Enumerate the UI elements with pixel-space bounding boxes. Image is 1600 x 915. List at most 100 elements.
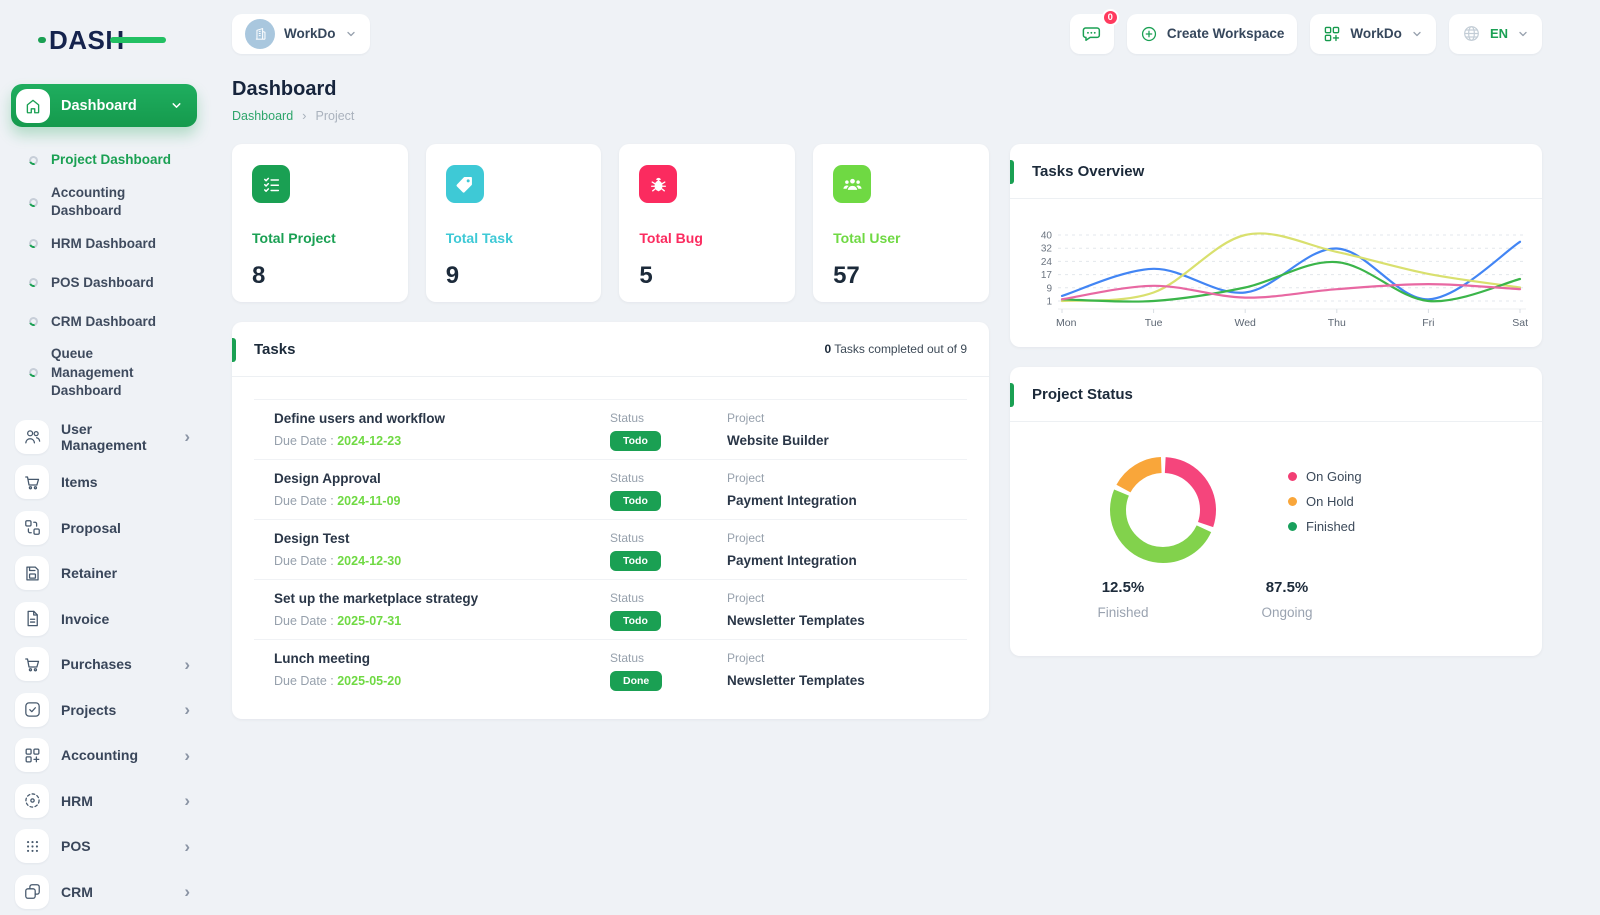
sidebar-item-proposal[interactable]: Proposal [0,505,208,551]
crm-icon [15,874,49,909]
progress-ring-icon [27,154,40,167]
task-row: Define users and workflow Due Date : 2024… [254,399,967,459]
stat-value: 8 [252,262,266,289]
sidebar-subitem-project-dashboard[interactable]: Project Dashboard [0,141,208,180]
stat-value: 57 [833,262,860,289]
app-logo[interactable]: DASH [38,18,208,62]
create-workspace-label: Create Workspace [1166,26,1285,41]
legend-dot [1288,522,1297,531]
svg-text:Fri: Fri [1422,317,1434,329]
project-name: Website Builder [727,433,829,448]
sidebar-item-retainer[interactable]: Retainer [0,551,208,597]
apps-dropdown[interactable]: WorkDo [1310,13,1436,54]
due-date-value: 2025-07-31 [337,614,402,628]
sidebar-subitem-label: Queue Management Dashboard [51,346,134,398]
project-column-label: Project [727,591,765,605]
sidebar-item-purchases[interactable]: Purchases › [0,642,208,688]
due-prefix: Due Date : [274,674,338,688]
sidebar-item-user-management[interactable]: User Management › [0,414,208,460]
user-management-icon [15,419,49,454]
svg-text:Tue: Tue [1145,317,1163,329]
svg-text:Mon: Mon [1056,317,1077,329]
tasks-card-header: Tasks 0 Tasks completed out of 9 [232,322,989,377]
workspace-switcher[interactable]: WorkDo [232,13,370,54]
topbar: WorkDo 0 Create Workspace [232,0,1542,58]
chevron-right-icon: › [184,427,190,447]
bug-icon [639,165,678,203]
sidebar-item-hrm[interactable]: HRM › [0,778,208,824]
series-yellow [1060,232,1522,303]
users-group-icon [833,165,872,203]
card-accent-bar [1010,160,1014,184]
language-dropdown[interactable]: EN [1448,13,1542,54]
project-status-card: Project Status On Going On Hold Finished 1… [1010,367,1542,656]
page-header: Dashboard Dashboard › Project [232,78,1542,123]
project-name: Newsletter Templates [727,673,865,688]
tasks-card: Tasks 0 Tasks completed out of 9 Define … [232,322,989,719]
sidebar-item-projects[interactable]: Projects › [0,687,208,733]
sidebar-item-dashboard[interactable]: Dashboard [11,84,197,127]
tasks-summary-count: 0 [824,342,832,356]
sidebar-subitem-accounting-dashboard[interactable]: Accounting Dashboard [0,180,208,224]
language-label: EN [1489,26,1508,41]
overview-card-title: Tasks Overview [1032,162,1145,180]
status-badge[interactable]: Todo [610,491,661,511]
sidebar-menu: User Management › Items Proposal Retainer Inv… [0,408,208,915]
series-pink [1060,282,1522,301]
chevron-right-icon: › [184,654,190,674]
task-title: Design Test [274,531,350,546]
sidebar-item-invoice[interactable]: Invoice [0,596,208,642]
home-icon [16,88,50,123]
task-project-cell: Project Payment Integration [727,471,967,519]
invoice-icon [15,601,49,636]
sidebar-subitem-hrm-dashboard[interactable]: HRM Dashboard [0,224,208,263]
tag-icon [445,165,484,203]
project-column-label: Project [727,471,765,485]
status-column-label: Status [610,651,645,665]
stat-card-total-project: Total Project 8 [232,144,408,302]
sidebar-subitem-label: Accounting Dashboard [51,185,126,219]
donut-stat-value: 12.5% [1101,579,1145,596]
items-icon [15,465,49,500]
due-date-value: 2024-12-23 [337,434,402,448]
task-list: Define users and workflow Due Date : 2024… [254,399,967,699]
sidebar-item-label: Projects [61,701,117,718]
status-badge[interactable]: Todo [610,551,661,571]
create-workspace-button[interactable]: Create Workspace [1126,13,1298,54]
chevron-right-icon: › [184,882,190,902]
breadcrumb-home-link[interactable]: Dashboard [232,108,294,123]
status-badge[interactable]: Todo [610,431,661,451]
sidebar-item-accounting[interactable]: Accounting › [0,733,208,779]
tasks-summary-text: Tasks completed out of 9 [831,342,967,356]
overview-card-header: Tasks Overview [1010,144,1542,199]
stat-card-total-bug: Total Bug 5 [619,144,796,302]
task-name-cell: Design Test Due Date : 2024-12-30 [254,531,610,579]
sidebar-item-crm[interactable]: CRM › [0,869,208,915]
sidebar-item-items[interactable]: Items [0,460,208,506]
sidebar-subitem-queue-management-dashboard[interactable]: Queue Management Dashboard [0,341,208,404]
projects-icon [15,692,49,727]
status-badge[interactable]: Todo [610,611,661,631]
donut-stat-finished: 12.5% Finished [1068,579,1178,620]
task-title: Design Approval [274,471,381,486]
dashboard-submenu: Project Dashboard Accounting Dashboard HRM… [0,133,208,408]
series-green [1060,260,1522,303]
sidebar-subitem-pos-dashboard[interactable]: POS Dashboard [0,263,208,302]
messages-button[interactable]: 0 [1069,8,1119,54]
status-badge[interactable]: Done [610,671,663,691]
dash-logo-graphic: DASH [38,25,166,55]
sidebar-item-pos[interactable]: POS › [0,824,208,870]
messages-badge: 0 [1101,8,1119,26]
progress-ring-icon [27,366,40,379]
sidebar-item-label: Purchases [61,656,132,673]
workspace-avatar [245,18,275,49]
pos-icon [15,829,49,864]
progress-ring-icon [27,196,40,209]
legend-item-on-hold: On Hold [1288,494,1362,509]
legend-label: On Hold [1306,494,1354,509]
purchases-icon [15,647,49,682]
task-row: Design Approval Due Date : 2024-11-09 Stat… [254,459,967,519]
retainer-icon [15,556,49,591]
task-due-date: Due Date : 2024-12-23 [274,434,610,448]
sidebar-subitem-crm-dashboard[interactable]: CRM Dashboard [0,302,208,341]
